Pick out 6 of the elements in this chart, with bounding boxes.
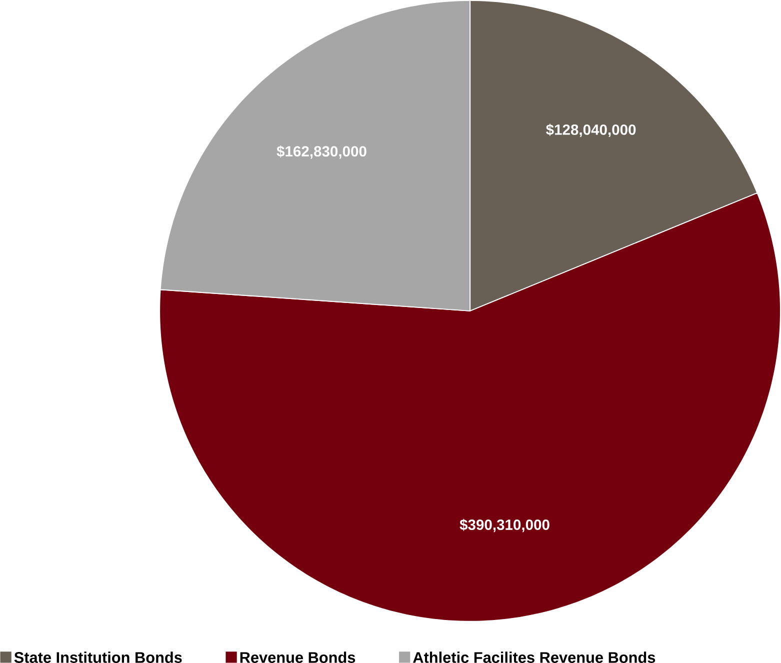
legend-label: Athletic Facilites Revenue Bonds xyxy=(413,652,656,663)
legend-label: State Institution Bonds xyxy=(14,652,182,663)
data-label: $162,830,000 xyxy=(276,145,366,159)
legend-label: Revenue Bonds xyxy=(240,652,356,663)
data-label: $390,310,000 xyxy=(460,518,550,532)
data-label: $128,040,000 xyxy=(546,124,636,138)
